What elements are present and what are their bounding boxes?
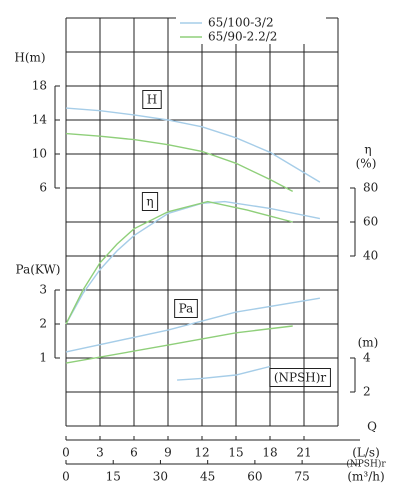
curve-label: (NPSH)r — [274, 371, 327, 385]
y-tick-label: 14 — [32, 113, 48, 127]
x-tick-label: 18 — [262, 446, 277, 460]
x-axis-title: Q — [367, 420, 377, 434]
x-axis-title: (NPSH)r — [346, 459, 386, 470]
y-axis-title: Pa(KW) — [16, 263, 61, 277]
y-tick-label: 10 — [32, 147, 47, 161]
y-axis-title: H(m) — [14, 51, 45, 65]
y-tick-label: 80 — [363, 181, 378, 195]
x-tick-label: 0 — [62, 470, 70, 484]
x-axis-unit: (L/s) — [352, 446, 380, 460]
x-tick-label: 60 — [247, 470, 262, 484]
x-tick-label: 9 — [164, 446, 172, 460]
x-tick-label: 6 — [130, 446, 138, 460]
y-axis-title: η — [364, 143, 371, 157]
curve — [65, 297, 321, 353]
curve — [65, 132, 294, 193]
x-tick-label: 15 — [106, 470, 121, 484]
y-tick-label: 18 — [32, 79, 47, 93]
y-tick-label: 4 — [363, 351, 371, 365]
x-tick-label: 0 — [62, 446, 70, 460]
curve-label-box — [174, 299, 198, 318]
y-tick-label: 2 — [363, 385, 371, 399]
y-axis-title: (m) — [358, 336, 379, 350]
legend-bg — [176, 16, 326, 30]
curve-label-box — [141, 192, 159, 211]
curve — [65, 325, 293, 364]
y-tick-label: 6 — [39, 181, 47, 195]
x-tick-label: 45 — [200, 470, 215, 484]
legend-bg — [176, 30, 326, 44]
x-tick-label: 30 — [153, 470, 168, 484]
curve-label: H — [147, 93, 157, 107]
x-tick-label: 15 — [228, 446, 243, 460]
curve — [65, 107, 321, 183]
x-axis-unit: (m³/h) — [347, 470, 384, 484]
curve-label: η — [146, 195, 153, 209]
y-axis-title: (%) — [356, 157, 377, 171]
curve-label-box — [142, 90, 162, 109]
legend-label: 65/90-2.2/2 — [208, 30, 277, 44]
curve — [65, 200, 293, 325]
y-tick-label: 2 — [39, 317, 47, 331]
y-tick-label: 60 — [363, 215, 378, 229]
x-tick-label: 21 — [296, 446, 311, 460]
x-tick-label: 12 — [194, 446, 209, 460]
curve-label-box — [269, 368, 331, 387]
curve — [177, 365, 271, 381]
y-tick-label: 40 — [363, 249, 378, 263]
curve — [65, 200, 321, 325]
legend-label: 65/100-3/2 — [208, 16, 274, 30]
y-tick-label: 3 — [39, 283, 47, 297]
x-tick-label: 3 — [96, 446, 104, 460]
curve-label: Pa — [179, 302, 194, 316]
y-tick-label: 1 — [39, 351, 47, 365]
x-tick-label: 75 — [294, 470, 309, 484]
